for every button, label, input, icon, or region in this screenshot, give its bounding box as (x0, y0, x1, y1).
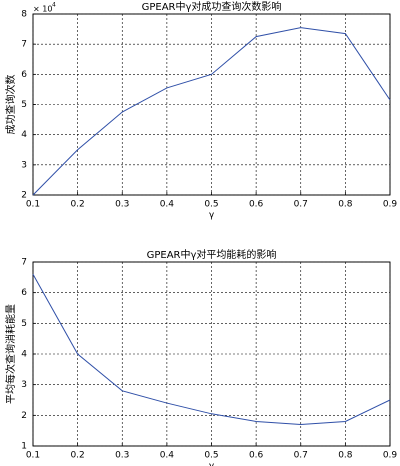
x-tick-label: 0.6 (249, 451, 264, 461)
x-tick-label: 0.6 (249, 200, 264, 210)
x-tick-label: 0.4 (160, 451, 175, 461)
x-tick-label: 0.5 (204, 200, 218, 210)
data-line (32, 274, 391, 426)
x-tick-label: 0.3 (115, 451, 129, 461)
y-tick-label: 3 (21, 160, 27, 170)
y-axis-label: 成功查询次数 (4, 75, 17, 135)
plot-frame (32, 13, 391, 196)
data-line (32, 27, 391, 196)
x-axis-label: γ (209, 211, 215, 221)
y-tick-label: 3 (21, 380, 27, 390)
y-tick-label: 2 (21, 191, 27, 201)
chart-title: GPEAR中γ对平均能耗的影响 (147, 248, 277, 261)
y-tick-label: 8 (21, 10, 27, 20)
y-tick-label: 2 (21, 411, 27, 421)
x-tick-label: 0.2 (70, 200, 84, 210)
y-tick-label: 6 (21, 288, 27, 298)
chart-title: GPEAR中γ对成功查询次数影响 (142, 0, 282, 13)
y-scale-exponent: 4 (52, 2, 56, 9)
x-tick-label: 0.2 (70, 451, 84, 461)
y-tick-label: 7 (21, 40, 27, 50)
y-tick-label: 5 (21, 319, 27, 329)
y-tick-label: 4 (21, 350, 27, 360)
y-tick-label: 4 (21, 130, 27, 140)
x-tick-label: 0.9 (383, 200, 398, 210)
x-tick-label: 0.3 (115, 200, 129, 210)
plot-frame (32, 261, 391, 447)
x-tick-label: 0.8 (338, 451, 353, 461)
x-tick-label: 0.8 (338, 200, 353, 210)
y-axis-label: 平均每次查询消耗能量 (4, 304, 17, 404)
y-tick-label: 5 (21, 100, 27, 110)
x-axis-label: γ (209, 462, 215, 466)
y-scale-label: × 10 (33, 5, 52, 14)
y-tick-label: 6 (21, 70, 27, 80)
x-tick-label: 0.1 (26, 451, 40, 461)
x-tick-label: 0.7 (294, 200, 308, 210)
x-tick-label: 0.4 (160, 200, 175, 210)
x-tick-label: 0.1 (26, 200, 40, 210)
x-tick-label: 0.7 (294, 451, 308, 461)
y-tick-label: 7 (21, 258, 27, 268)
x-tick-label: 0.5 (204, 451, 218, 461)
x-tick-label: 0.9 (383, 451, 398, 461)
y-tick-label: 1 (21, 442, 27, 452)
